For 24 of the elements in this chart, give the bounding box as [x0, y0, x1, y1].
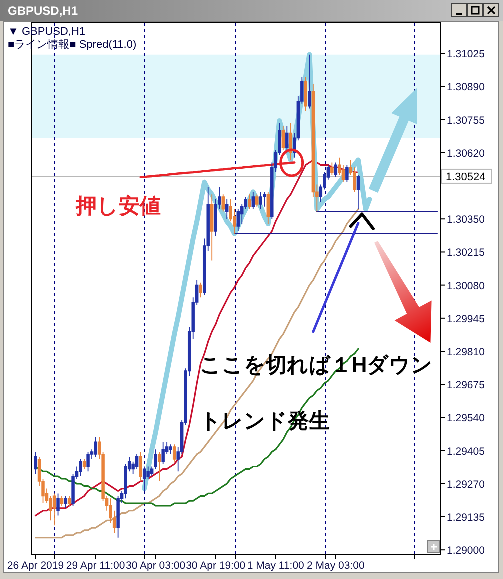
x-tick-label: 30 Apr 19:00: [186, 560, 246, 572]
y-tick-label: 1.30215: [447, 247, 486, 260]
y-tick-label: 1.29810: [447, 346, 486, 359]
x-tick-label: 1 May 11:00: [247, 560, 305, 572]
x-tick-label: 26 Apr 2019: [7, 560, 64, 572]
x-tick-label: 29 Apr 11:00: [66, 560, 126, 572]
y-tick-label: 1.30890: [447, 82, 486, 94]
y-tick-label: 1.29000: [447, 545, 486, 558]
ref-line-label: 1.30524: [446, 171, 486, 184]
chart-title: GBPUSD,H1: [8, 4, 78, 18]
x-tick-label: 2 May 03:00: [307, 560, 365, 572]
y-tick-label: 1.29135: [447, 512, 486, 524]
y-tick-label: 1.30080: [447, 280, 486, 292]
y-tick-label: 1.29540: [447, 412, 486, 425]
y-tick-label: 1.29945: [447, 313, 486, 326]
y-tick-label: 1.29675: [447, 380, 486, 392]
y-tick-label: 1.30620: [447, 148, 486, 160]
annotation: 押し安値: [75, 194, 162, 218]
x-tick-label: 30 Apr 03:00: [126, 560, 186, 572]
y-tick-label: 1.29405: [447, 446, 486, 458]
y-tick-label: 1.30755: [447, 114, 486, 127]
y-tick-label: 1.29270: [447, 478, 486, 491]
y-tick-label: 1.31025: [447, 48, 486, 61]
y-tick-label: 1.30350: [447, 214, 486, 226]
